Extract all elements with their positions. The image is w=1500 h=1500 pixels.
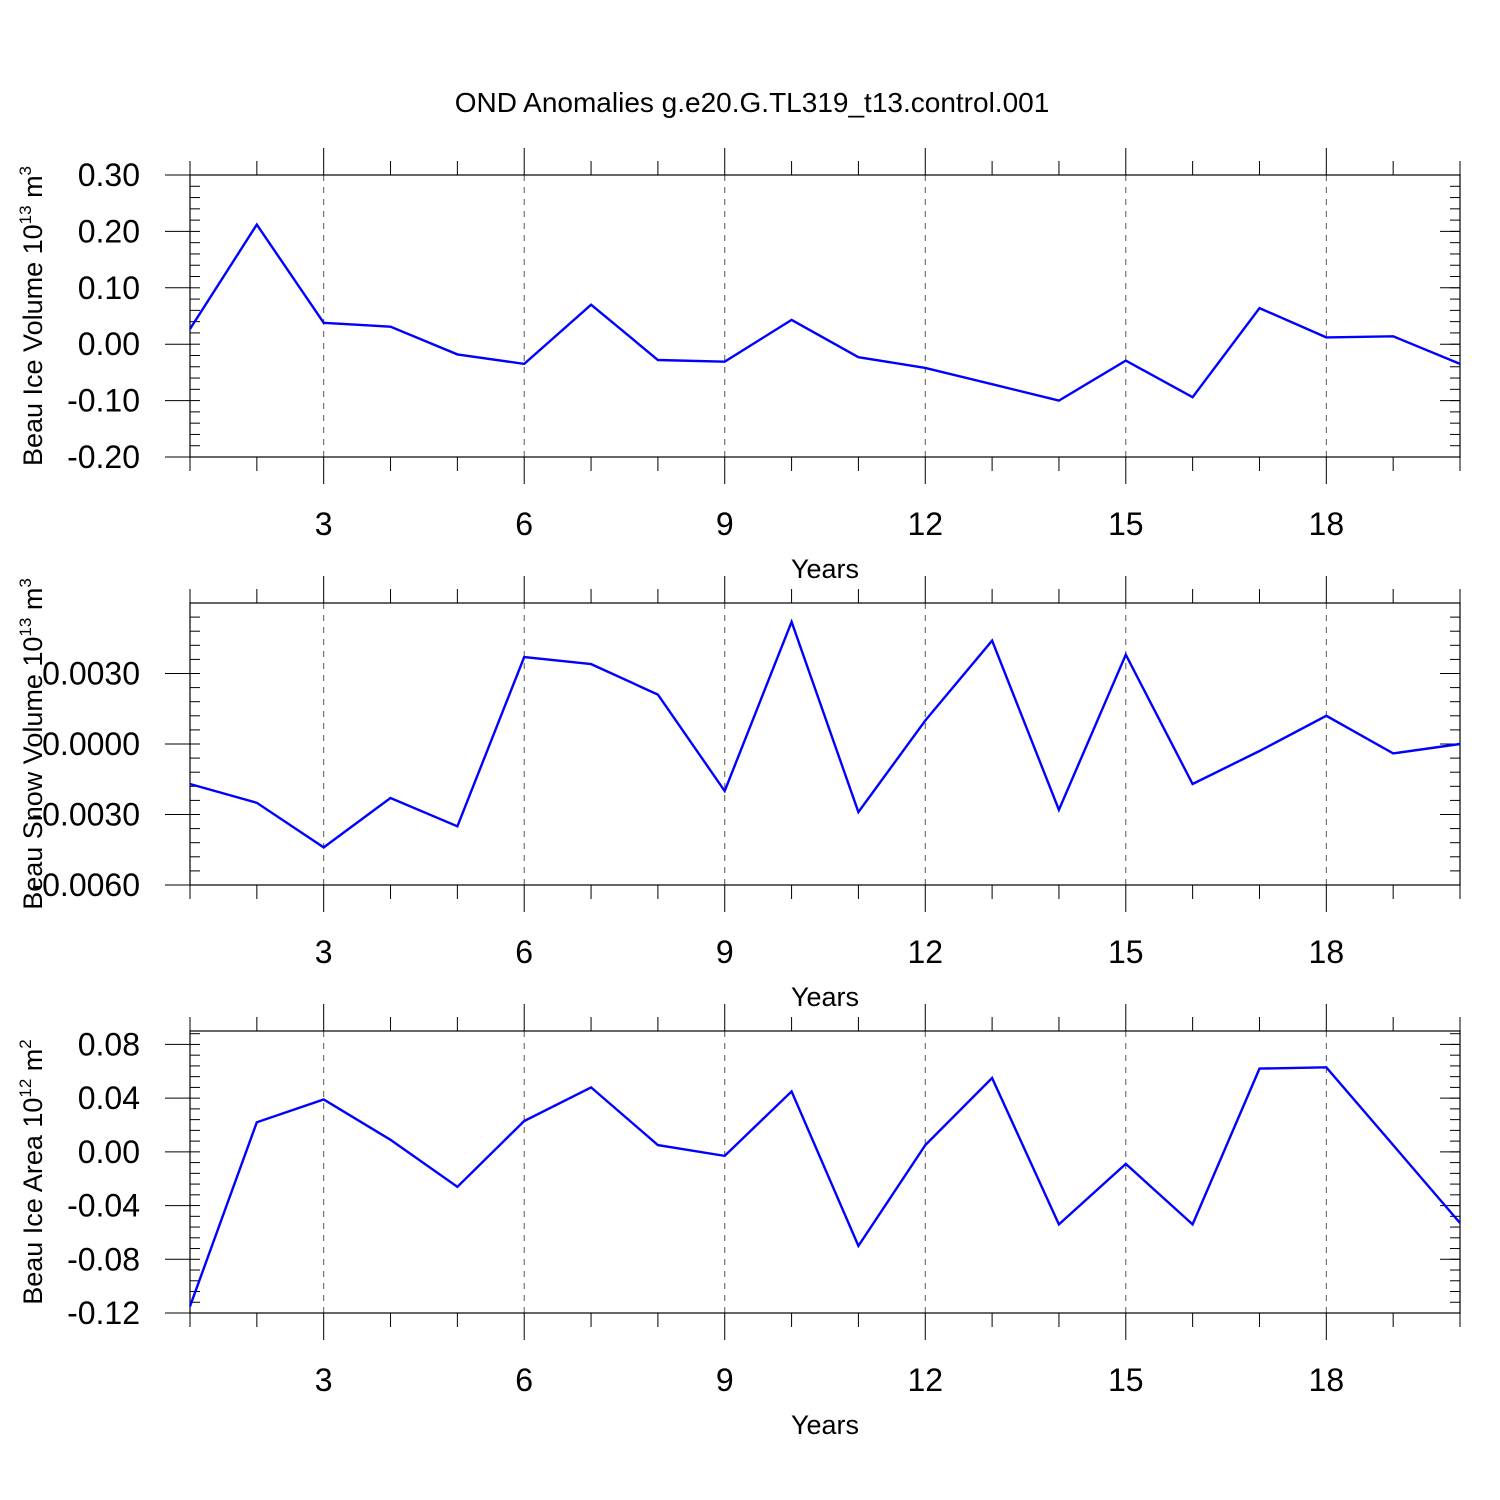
x-axis-label: Years (791, 554, 859, 584)
y-axis-label: Beau Snow Volume 1013 m3 (16, 578, 48, 910)
y-tick-label: 0.0000 (42, 726, 140, 762)
y-tick-label: 0.00 (78, 1134, 140, 1170)
y-axis-label: Beau Ice Area 1012 m2 (16, 1039, 48, 1305)
x-tick-label: 6 (515, 506, 533, 542)
x-tick-label: 15 (1108, 506, 1144, 542)
y-axis-label-superscript: 13 (16, 618, 35, 637)
plot-frame (189, 602, 1461, 886)
y-axis-label-text: m (18, 588, 48, 618)
y-tick-label: 0.04 (78, 1080, 140, 1116)
x-axis-label: Years (791, 1410, 859, 1440)
y-tick-label: -0.10 (67, 383, 140, 419)
y-axis-label-superscript: 13 (16, 205, 35, 224)
x-tick-label: 15 (1108, 1362, 1144, 1398)
x-tick-label: 12 (907, 934, 943, 970)
y-tick-label: -0.0030 (31, 797, 140, 833)
y-tick-label: 0.0030 (42, 656, 140, 692)
x-tick-label: 9 (716, 1362, 734, 1398)
y-axis-label-superscript: 12 (16, 1079, 35, 1098)
y-axis-label-superscript: 3 (16, 578, 35, 587)
x-tick-label: 18 (1309, 506, 1345, 542)
y-axis-label-superscript: 2 (16, 1039, 35, 1048)
y-tick-label: -0.20 (67, 439, 140, 475)
chart-panel-1: -0.20 -0.10 0.00 0.10 0.20 0.30 3 6 9 12 15 18 Years… (16, 148, 1461, 584)
y-tick-label: 0.00 (78, 326, 140, 362)
x-tick-label: 12 (907, 506, 943, 542)
y-axis-label-text: Beau Ice Area 10 (18, 1098, 48, 1305)
y-tick-label: 0.20 (78, 213, 140, 249)
y-axis-label-text: m (18, 1049, 48, 1079)
y-tick-label: -0.08 (67, 1241, 140, 1277)
y-axis-label-text: Beau Ice Volume 10 (18, 224, 48, 466)
plot-frame (189, 1030, 1461, 1314)
x-tick-label: 15 (1108, 934, 1144, 970)
y-axis-label-text: Beau Snow Volume 10 (18, 637, 48, 910)
y-axis-label-text: m (18, 175, 48, 205)
x-tick-label: 18 (1309, 934, 1345, 970)
y-tick-label: 0.08 (78, 1026, 140, 1062)
x-tick-label: 9 (716, 934, 734, 970)
series-line (188, 1066, 1461, 1307)
x-axis-label: Years (791, 982, 859, 1012)
y-tick-label: -0.12 (67, 1295, 140, 1331)
x-tick-label: 6 (515, 1362, 533, 1398)
figure-title: OND Anomalies g.e20.G.TL319_t13.control.… (455, 87, 1050, 118)
x-tick-label: 3 (315, 934, 333, 970)
y-tick-label: 0.30 (78, 157, 140, 193)
y-axis-label-superscript: 3 (16, 166, 35, 175)
x-tick-label: 18 (1309, 1362, 1345, 1398)
series-line (188, 222, 1461, 402)
plot-frame (189, 174, 1461, 458)
y-tick-label: 0.10 (78, 270, 140, 306)
y-tick-label: -0.04 (67, 1188, 140, 1224)
y-axis-label: Beau Ice Volume 1013 m3 (16, 166, 48, 466)
x-tick-label: 9 (716, 506, 734, 542)
x-tick-label: 6 (515, 934, 533, 970)
chart-panel-3: -0.12 -0.08 -0.04 0.00 0.04 0.08 3 6 9 12 15 18 Year… (16, 1004, 1461, 1440)
x-tick-label: 3 (315, 1362, 333, 1398)
x-tick-label: 3 (315, 506, 333, 542)
series-line (189, 618, 1461, 849)
chart-panel-2: -0.0060 -0.0030 0.0000 0.0030 3 6 9 12 15 18 Years… (16, 576, 1461, 1012)
x-tick-label: 12 (907, 1362, 943, 1398)
y-tick-label: -0.0060 (31, 867, 140, 903)
